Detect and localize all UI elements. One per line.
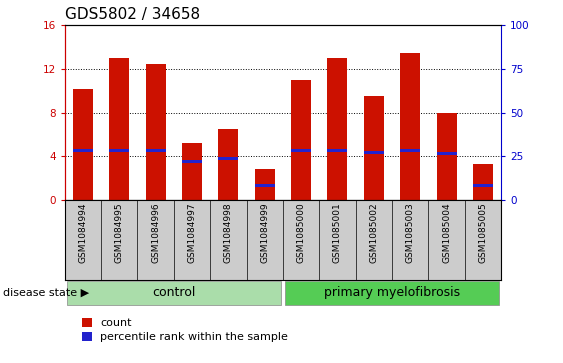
Bar [400,53,420,200]
Bar [146,64,166,200]
Bar [473,164,493,200]
Bar [400,149,420,152]
Bar [473,184,493,187]
Bar [436,113,457,200]
Bar [182,160,202,163]
Bar [73,149,93,152]
Bar [328,58,347,200]
Text: GSM1085004: GSM1085004 [442,202,451,263]
Legend: count, percentile rank within the sample: count, percentile rank within the sample [82,318,288,342]
Bar [291,80,311,200]
Bar [285,281,499,305]
Bar [364,151,384,154]
Bar [218,157,238,160]
Text: control: control [152,286,195,299]
Bar [109,58,129,200]
Text: GSM1084999: GSM1084999 [260,202,269,263]
Bar [109,149,129,152]
Text: GSM1085005: GSM1085005 [479,202,488,263]
Text: disease state ▶: disease state ▶ [3,287,89,298]
Bar [146,149,166,152]
Bar [254,184,275,187]
Bar [66,281,281,305]
Bar [328,149,347,152]
Text: GDS5802 / 34658: GDS5802 / 34658 [65,7,200,22]
Bar [254,169,275,200]
Bar [291,149,311,152]
Bar [364,96,384,200]
Bar [73,89,93,200]
Text: GSM1085001: GSM1085001 [333,202,342,263]
Text: primary myelofibrosis: primary myelofibrosis [324,286,460,299]
Text: GSM1084995: GSM1084995 [115,202,124,263]
Text: GSM1084994: GSM1084994 [78,202,87,262]
Bar [182,143,202,200]
Text: GSM1085000: GSM1085000 [297,202,306,263]
Text: GSM1085002: GSM1085002 [369,202,378,263]
Text: GSM1084996: GSM1084996 [151,202,160,263]
Text: GSM1084998: GSM1084998 [224,202,233,263]
Text: GSM1084997: GSM1084997 [187,202,196,263]
Bar [218,129,238,200]
Bar [436,152,457,155]
Text: GSM1085003: GSM1085003 [406,202,415,263]
